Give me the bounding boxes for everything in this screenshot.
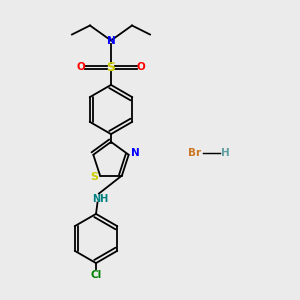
Text: O: O — [76, 62, 85, 73]
Text: Cl: Cl — [90, 269, 102, 280]
Text: S: S — [106, 61, 116, 74]
Text: S: S — [91, 172, 99, 182]
Text: N: N — [131, 148, 140, 158]
Text: Br: Br — [188, 148, 202, 158]
Text: H: H — [220, 148, 230, 158]
Text: NH: NH — [92, 194, 109, 205]
Text: N: N — [106, 35, 116, 46]
Text: O: O — [136, 62, 146, 73]
